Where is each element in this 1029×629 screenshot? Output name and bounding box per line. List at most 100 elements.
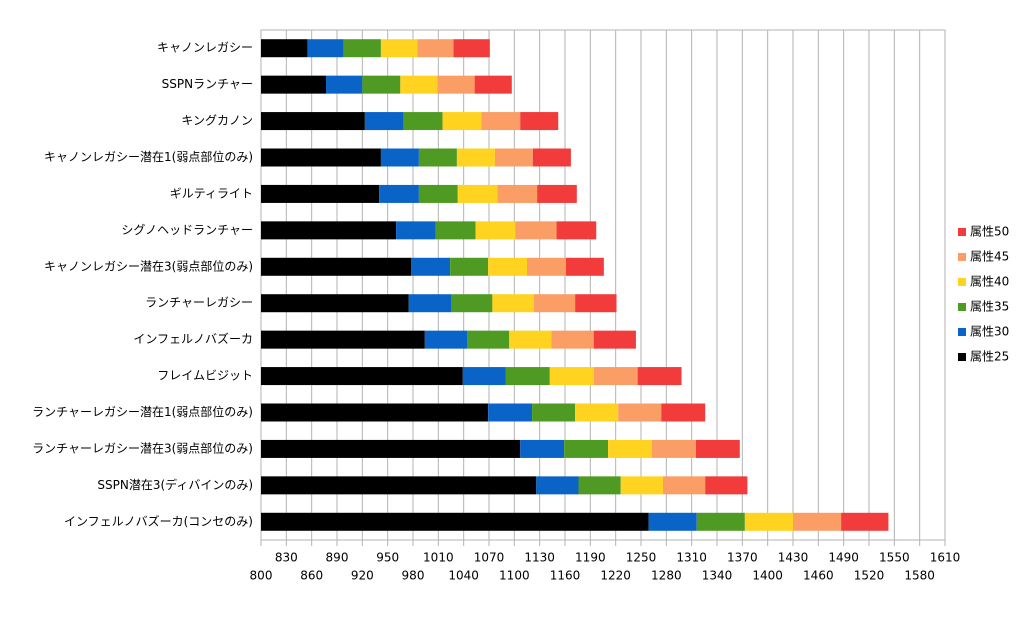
bar-segment (793, 512, 842, 531)
x-tick-label: 1160 (550, 569, 581, 583)
bar-segment (450, 257, 489, 276)
bar-segment (492, 294, 534, 313)
bar-segment (494, 148, 533, 167)
bar-segment (437, 75, 475, 94)
bar-segment (380, 39, 418, 58)
bar-segment (261, 403, 489, 422)
x-tick-label: 1610 (930, 551, 961, 565)
bar-segment (408, 294, 451, 313)
bar-segment (536, 476, 579, 495)
bar-segment (556, 221, 597, 240)
bar-segment (396, 221, 436, 240)
x-tick-label: 1370 (727, 551, 758, 565)
bar-segment (618, 403, 662, 422)
x-tick-label: 1070 (474, 551, 505, 565)
legend-label: 属性50 (970, 225, 1009, 239)
x-tick-label: 830 (275, 551, 298, 565)
x-tick-label: 1460 (803, 569, 834, 583)
legend-swatch (958, 278, 966, 286)
bar-segment (417, 39, 454, 58)
bar-segment (620, 476, 663, 495)
y-tick-label: ランチャーレガシー潜在3(弱点部位のみ) (32, 440, 253, 455)
bar-segment (435, 221, 476, 240)
bar-segment (744, 512, 793, 531)
bar-segment (424, 330, 468, 349)
bar-segment (515, 221, 557, 240)
bar-segment (261, 257, 412, 276)
x-tick-label: 1400 (752, 569, 783, 583)
bar-segment (380, 148, 419, 167)
y-tick-label: キャノンレガシー潜在3(弱点部位のみ) (44, 258, 253, 273)
y-tick-label: ランチャーレガシー潜在1(弱点部位のみ) (32, 404, 253, 419)
bar-segment (379, 184, 419, 203)
y-tick-label: キングカノン (181, 114, 253, 128)
bar-segment (497, 184, 538, 203)
bar-segment (343, 39, 381, 58)
x-tick-label: 1190 (575, 551, 606, 565)
y-tick-label: フレイムビジット (157, 369, 253, 383)
bar-segment (475, 221, 516, 240)
bar-segment (307, 39, 344, 58)
bar-segment (261, 75, 327, 94)
legend-swatch (958, 253, 966, 261)
bar-segment (575, 403, 619, 422)
bar-segment (662, 476, 706, 495)
y-tick-label: インフェルノバズーカ (133, 331, 253, 346)
bar-segment (261, 148, 381, 167)
x-tick-label: 1430 (778, 551, 809, 565)
y-tick-label: キャノンレガシー (157, 41, 253, 55)
bar-segment (532, 148, 571, 167)
x-tick-label: 800 (250, 569, 273, 583)
y-tick-label: SSPN潜在3(ディバインのみ) (97, 477, 253, 492)
bar-segment (705, 476, 748, 495)
bar-segment (462, 367, 506, 386)
legend-swatch (958, 228, 966, 236)
bar-segment (593, 367, 638, 386)
bar-segment (261, 330, 425, 349)
legend-label: 属性45 (970, 250, 1009, 264)
bar-segment (520, 439, 565, 458)
x-tick-label: 1280 (651, 569, 682, 583)
bar-segment (261, 476, 537, 495)
bar-segment (467, 330, 510, 349)
bar-segment (575, 294, 617, 313)
bar-segment (488, 257, 527, 276)
bar-segment (509, 330, 552, 349)
legend-label: 属性30 (970, 325, 1009, 339)
x-tick-label: 1250 (626, 551, 657, 565)
bar-segment (261, 294, 409, 313)
x-tick-label: 1580 (904, 569, 935, 583)
x-tick-label: 890 (326, 551, 349, 565)
bar-segment (261, 512, 649, 531)
x-tick-label: 1310 (676, 551, 707, 565)
bar-segment (400, 75, 438, 94)
y-tick-label: ギルティライト (170, 186, 253, 200)
legend-swatch (958, 303, 966, 311)
bar-segment (637, 367, 682, 386)
bar-segment (261, 112, 365, 131)
x-tick-label: 920 (351, 569, 374, 583)
bar-segment (549, 367, 594, 386)
bar-segment (593, 330, 636, 349)
y-tick-label: ランチャーレガシー (145, 296, 253, 310)
bar-segment (403, 112, 443, 131)
bar-segment (488, 403, 533, 422)
bar-segment (261, 221, 397, 240)
legend-swatch (958, 328, 966, 336)
bar-segment (481, 112, 521, 131)
x-tick-label: 1010 (423, 551, 454, 565)
bar-segment (565, 257, 604, 276)
x-tick-label: 1550 (879, 551, 910, 565)
x-tick-label: 1490 (828, 551, 859, 565)
x-tick-label: 1130 (524, 551, 555, 565)
x-tick-label: 1520 (854, 569, 885, 583)
bar-segment (261, 367, 463, 386)
bar-segment (533, 294, 576, 313)
bar-segment (564, 439, 609, 458)
x-tick-label: 1100 (499, 569, 530, 583)
bar-segment (261, 439, 521, 458)
bar-segment (505, 367, 550, 386)
bar-segment (648, 512, 697, 531)
bar-segment (456, 148, 495, 167)
